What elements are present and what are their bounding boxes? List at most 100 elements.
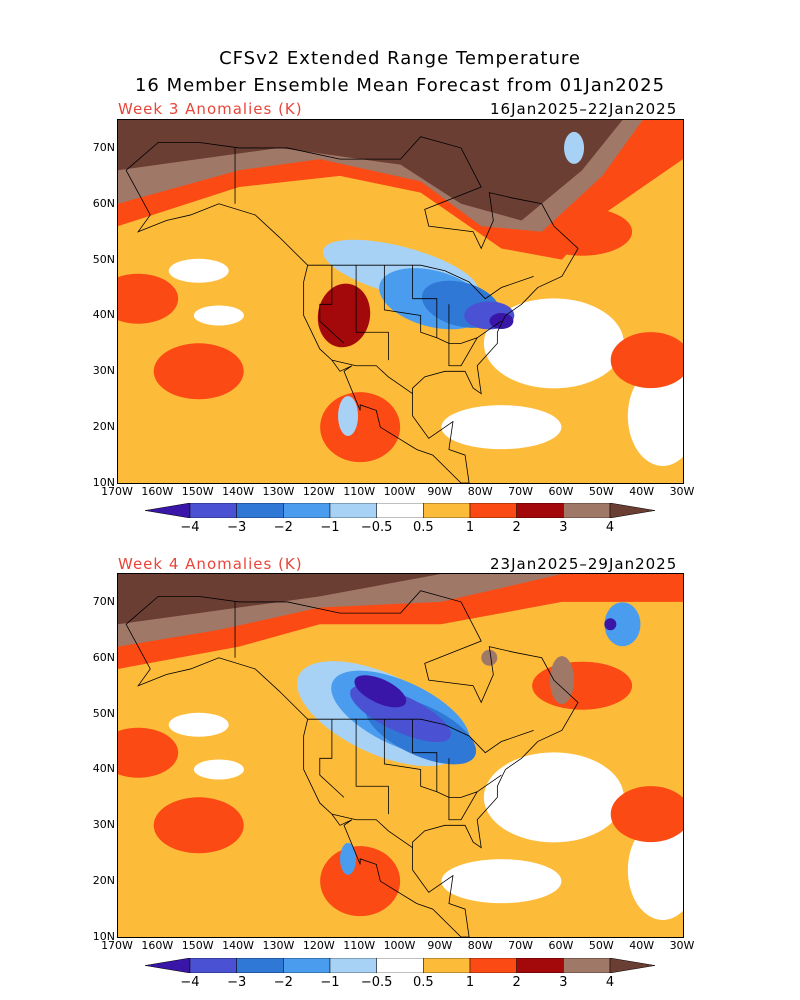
lon-tick-label: 60W: [548, 485, 574, 498]
colorbar-segment: [329, 957, 377, 974]
state-border: [412, 265, 502, 344]
coastline: [125, 590, 579, 937]
lon-tick-label: 130W: [262, 939, 295, 952]
colorbar-label: 0.5: [412, 520, 434, 535]
colorbar-segment: [236, 957, 284, 974]
warm-anomaly: [532, 661, 633, 710]
lat-tick-label: 30N: [92, 818, 115, 832]
state-border: [319, 265, 345, 344]
colorbar-segment: [609, 502, 656, 519]
lon-tick-label: 140W: [222, 939, 254, 952]
lon-tick-label: 40W: [629, 939, 655, 952]
panel2-label: Week 4 Anomalies (K): [118, 555, 303, 573]
warm-anomaly: [118, 727, 179, 778]
cold-anomaly: [604, 602, 641, 647]
colorbar-segment: [329, 502, 377, 519]
colorbar-segment: [423, 957, 471, 974]
lon-tick-label: 60W: [548, 939, 574, 952]
colorbar-segment: [144, 502, 191, 519]
us-canada-border: [307, 264, 534, 300]
lon-tick-label: 140W: [222, 485, 254, 498]
week4-anomaly-map: [117, 573, 684, 938]
lon-tick-label: 120W: [302, 485, 335, 498]
warm-anomaly: [320, 846, 401, 917]
lat-tick-label: 10N: [92, 930, 115, 943]
warm-anomaly: [610, 786, 683, 843]
cold-anomaly: [354, 675, 407, 708]
lon-tick-label: 70W: [508, 485, 533, 498]
lon-tick-label: 30W: [669, 485, 695, 498]
neutral-region: [627, 365, 683, 466]
panel2-dates: 23Jan2025–29Jan2025: [490, 555, 678, 573]
state-border: [319, 719, 345, 798]
lat-tick-label: 50N: [92, 252, 115, 266]
cold-anomaly: [604, 618, 617, 631]
lat-tick-label: 60N: [92, 196, 115, 210]
neutral-region: [441, 405, 562, 450]
colorbar-label: −1: [320, 975, 340, 990]
warm-anomaly: [118, 273, 179, 324]
state-border: [383, 719, 437, 793]
colorbar-segment: [189, 502, 237, 519]
lat-tick-label: 40N: [92, 762, 115, 776]
lon-tick-label: 120W: [302, 939, 335, 952]
neutral-region: [193, 759, 244, 780]
lon-tick-label: 150W: [181, 939, 214, 952]
lon-tick-label: 100W: [383, 939, 416, 952]
colorbar-label: 2: [512, 975, 521, 990]
lon-tick-label: 150W: [181, 485, 214, 498]
chart-title-line1: CFSv2 Extended Range Temperature: [219, 48, 581, 69]
cold-anomaly: [564, 131, 585, 164]
neutral-region: [441, 859, 562, 904]
lon-tick-label: 90W: [427, 939, 453, 952]
lon-tick-label: 160W: [141, 939, 174, 952]
lon-tick-label: 170W: [101, 485, 133, 498]
colorbar-segment: [563, 957, 611, 974]
cold-anomaly: [340, 842, 357, 875]
panel1-label: Week 3 Anomalies (K): [118, 100, 303, 118]
state-border: [355, 265, 389, 361]
neutral-region: [193, 305, 244, 326]
lon-tick-label: 110W: [343, 485, 376, 498]
warm-anomaly: [320, 392, 401, 463]
lat-tick-label: 70N: [92, 140, 115, 154]
lon-tick-label: 130W: [262, 485, 295, 498]
warm-anomaly: [153, 343, 244, 400]
colorbar-segment: [376, 957, 424, 974]
warm-anomaly: [481, 649, 498, 666]
us-canada-border: [307, 718, 534, 754]
lon-tick-label: 80W: [467, 939, 493, 952]
lon-tick-label: 50W: [588, 485, 614, 498]
colorbar-label: 0.5: [412, 975, 434, 990]
lat-tick-label: 50N: [92, 706, 115, 720]
colorbar-label: −0.5: [360, 520, 393, 535]
chart-title-line2: 16 Member Ensemble Mean Forecast from 01…: [134, 75, 666, 96]
neutral-region: [627, 819, 683, 920]
lat-tick-label: 10N: [92, 476, 115, 489]
state-border: [412, 719, 502, 798]
lat-tick-label: 70N: [92, 594, 115, 608]
cold-anomaly: [338, 395, 359, 436]
colorbar-segment: [376, 502, 424, 519]
colorbar-label: −4: [180, 520, 200, 535]
colorbar-label: −2: [273, 975, 293, 990]
lon-tick-label: 80W: [467, 485, 493, 498]
week3-anomaly-map: [117, 119, 684, 484]
lon-tick-label: 170W: [101, 939, 133, 952]
colorbar-label: 3: [559, 975, 568, 990]
neutral-region: [168, 258, 229, 283]
us-mexico-border: [331, 813, 413, 848]
lon-tick-label: 30W: [669, 939, 695, 952]
lon-tick-label: 50W: [588, 939, 614, 952]
colorbar-label: −1: [320, 520, 340, 535]
lon-tick-label: 90W: [427, 485, 453, 498]
colorbar-label: −4: [180, 975, 200, 990]
warm-anomaly: [153, 797, 244, 854]
lon-tick-label: 110W: [343, 939, 376, 952]
colorbar-label: 3: [559, 520, 568, 535]
warm-anomaly: [610, 332, 683, 389]
colorbar-segment: [283, 957, 331, 974]
colorbar-segment: [516, 957, 564, 974]
colorbar-label: 4: [605, 520, 615, 535]
lat-tick-label: 60N: [92, 650, 115, 664]
